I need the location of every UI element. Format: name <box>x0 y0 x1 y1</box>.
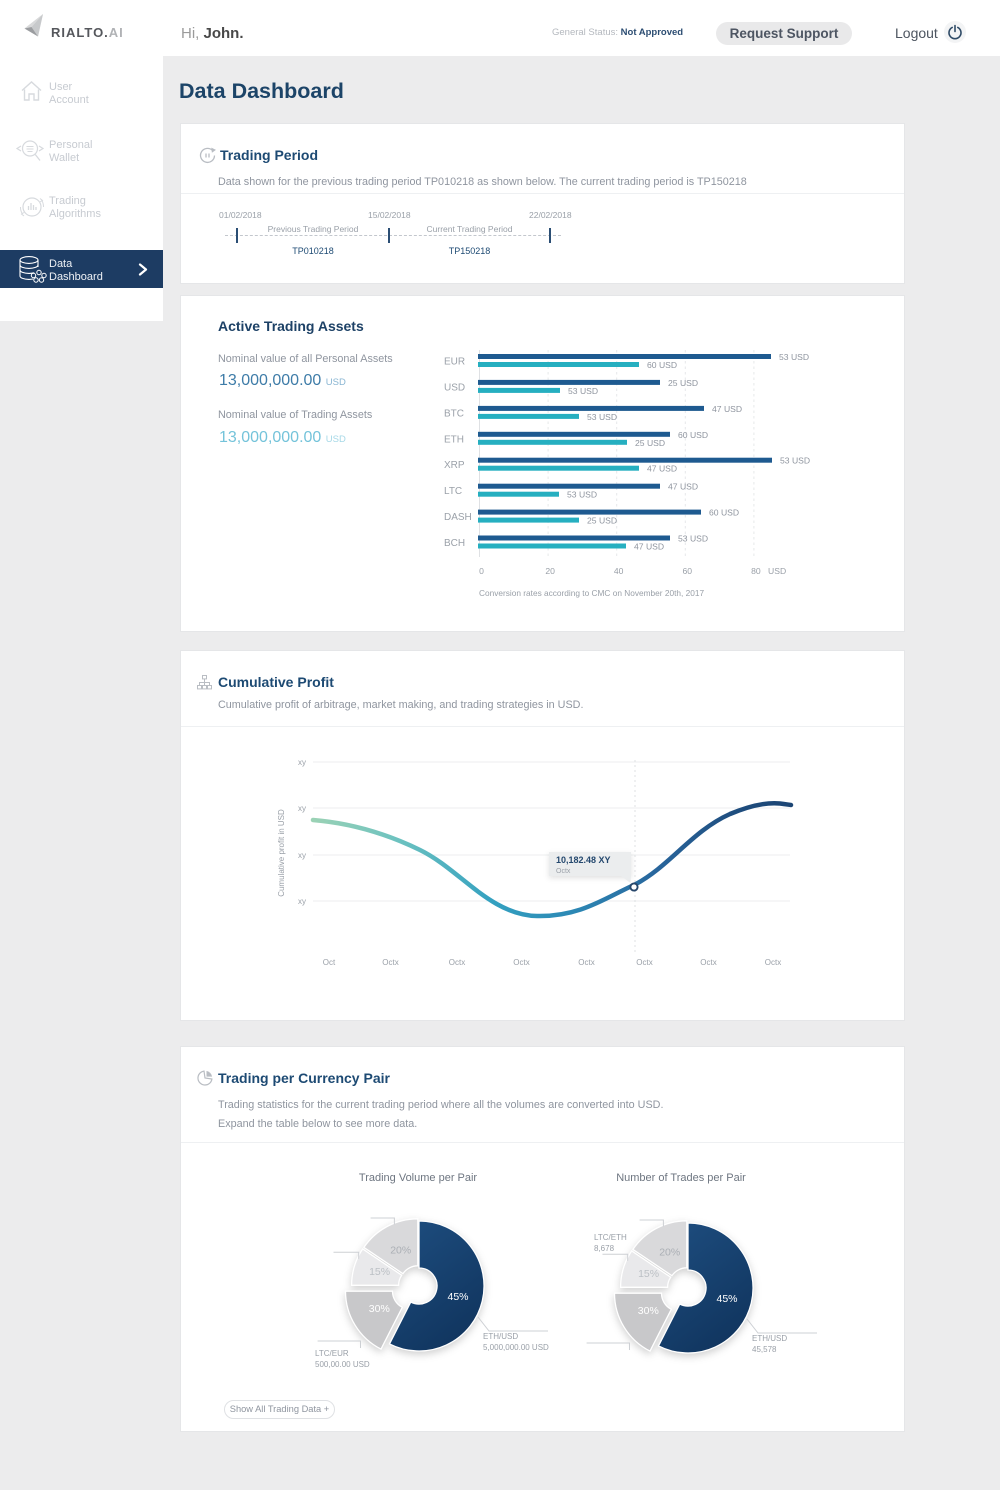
svg-text:ETH: ETH <box>444 434 464 445</box>
svg-text:Octx: Octx <box>578 958 594 967</box>
svg-text:Oct: Oct <box>323 958 336 967</box>
svg-text:Octx: Octx <box>765 958 781 967</box>
svg-text:Octx: Octx <box>382 958 398 967</box>
svg-text:USD: USD <box>444 382 465 393</box>
svg-text:ETH/USD: ETH/USD <box>483 1332 518 1341</box>
svg-text:60: 60 <box>683 566 693 576</box>
svg-text:25 USD: 25 USD <box>587 516 617 526</box>
svg-text:60 USD: 60 USD <box>709 508 739 518</box>
svg-text:25 USD: 25 USD <box>668 378 698 388</box>
svg-text:20: 20 <box>545 566 555 576</box>
svg-text:47 USD: 47 USD <box>712 404 742 414</box>
svg-text:Octx: Octx <box>556 868 571 875</box>
svg-text:53 USD: 53 USD <box>678 534 708 544</box>
svg-text:Octx: Octx <box>700 958 716 967</box>
svg-text:USD: USD <box>768 566 786 576</box>
svg-text:30%: 30% <box>369 1303 390 1315</box>
svg-text:xy: xy <box>298 804 306 813</box>
svg-text:80: 80 <box>751 566 761 576</box>
svg-text:53 USD: 53 USD <box>587 412 617 422</box>
svg-text:8,678: 8,678 <box>594 1244 615 1253</box>
svg-text:10,182.48 XY: 10,182.48 XY <box>556 855 611 865</box>
svg-text:BTC: BTC <box>444 408 464 419</box>
svg-text:20%: 20% <box>390 1245 411 1257</box>
svg-text:Conversion rates according to: Conversion rates according to CMC on Nov… <box>479 588 704 598</box>
svg-text:47 USD: 47 USD <box>634 542 664 552</box>
svg-text:53 USD: 53 USD <box>780 456 810 466</box>
svg-text:45%: 45% <box>447 1291 468 1303</box>
svg-text:53 USD: 53 USD <box>779 352 809 362</box>
svg-text:BCH: BCH <box>444 538 465 549</box>
svg-text:xy: xy <box>298 897 306 906</box>
svg-text:15%: 15% <box>369 1266 390 1278</box>
svg-text:20%: 20% <box>659 1247 680 1259</box>
svg-text:EUR: EUR <box>444 357 465 368</box>
svg-text:60 USD: 60 USD <box>647 360 677 370</box>
svg-text:25 USD: 25 USD <box>635 438 665 448</box>
svg-text:5,000,000.00 USD: 5,000,000.00 USD <box>483 1343 549 1352</box>
svg-text:XRP: XRP <box>444 460 465 471</box>
svg-text:Octx: Octx <box>636 958 652 967</box>
svg-text:47 USD: 47 USD <box>647 464 677 474</box>
svg-text:53 USD: 53 USD <box>568 386 598 396</box>
svg-text:xy: xy <box>298 758 306 767</box>
svg-text:47 USD: 47 USD <box>668 482 698 492</box>
svg-text:LTC/ETH: LTC/ETH <box>594 1233 627 1242</box>
svg-text:xy: xy <box>298 851 306 860</box>
svg-text:40: 40 <box>614 566 624 576</box>
svg-text:ETH/USD: ETH/USD <box>752 1334 787 1343</box>
svg-text:LTC/EUR: LTC/EUR <box>315 1349 349 1358</box>
svg-text:15%: 15% <box>638 1268 659 1280</box>
svg-text:500,00.00 USD: 500,00.00 USD <box>315 1360 370 1369</box>
svg-text:45,578: 45,578 <box>752 1345 777 1354</box>
svg-text:Octx: Octx <box>513 958 529 967</box>
svg-text:0: 0 <box>479 566 484 576</box>
svg-text:60 USD: 60 USD <box>678 430 708 440</box>
svg-text:DASH: DASH <box>444 512 472 523</box>
svg-text:LTC: LTC <box>444 486 462 497</box>
svg-text:Octx: Octx <box>449 958 465 967</box>
svg-text:30%: 30% <box>638 1305 659 1317</box>
svg-text:45%: 45% <box>716 1293 737 1305</box>
svg-text:Cumulative profit in USD: Cumulative profit in USD <box>277 809 286 897</box>
svg-text:53 USD: 53 USD <box>567 490 597 500</box>
